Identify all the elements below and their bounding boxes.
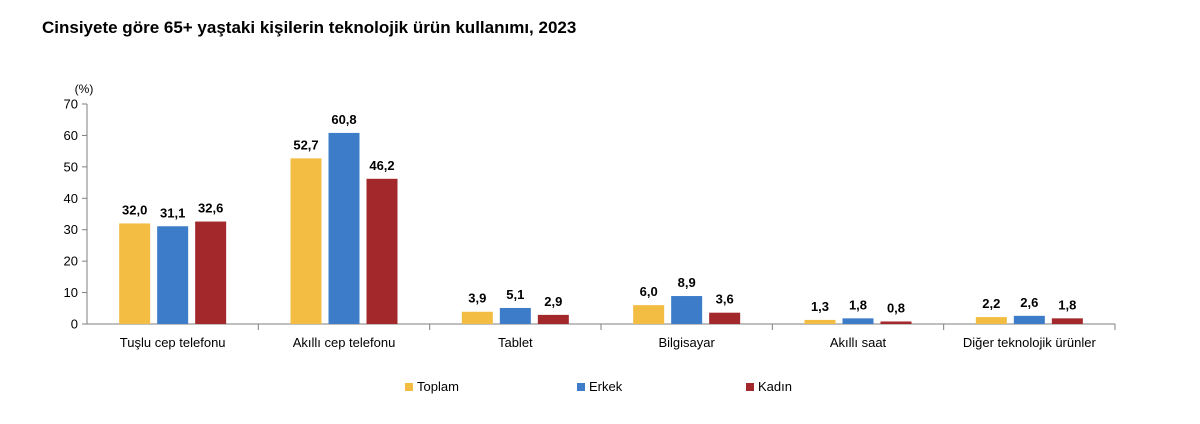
bar-kadın <box>537 314 569 324</box>
data-label: 31,1 <box>160 205 185 220</box>
data-label: 6,0 <box>640 284 658 299</box>
y-tick-label: 0 <box>71 317 78 332</box>
legend-swatch-toplam <box>405 383 413 391</box>
y-tick-label: 50 <box>64 159 78 174</box>
bar-kadın <box>195 221 227 324</box>
bar-toplam <box>119 223 151 324</box>
y-tick-label: 20 <box>64 254 78 269</box>
category-label: Tablet <box>498 335 533 350</box>
y-tick-label: 30 <box>64 222 78 237</box>
bar-erkek <box>671 296 703 324</box>
bar-erkek <box>499 307 531 324</box>
category-label: Diğer teknolojik ürünler <box>963 335 1097 350</box>
legend-label-kadın: Kadın <box>758 379 792 394</box>
y-tick-label: 60 <box>64 128 78 143</box>
category-label: Akıllı saat <box>830 335 887 350</box>
data-label: 2,2 <box>982 296 1000 311</box>
y-tick-label: 70 <box>64 97 78 112</box>
bar-kadın <box>880 321 912 324</box>
bar-erkek <box>842 318 874 324</box>
legend-label-erkek: Erkek <box>589 379 623 394</box>
y-tick-label: 10 <box>64 285 78 300</box>
data-label: 2,9 <box>544 294 562 309</box>
data-label: 1,3 <box>811 299 829 314</box>
bar-toplam <box>804 319 836 324</box>
chart-title: Cinsiyete göre 65+ yaştaki kişilerin tek… <box>42 18 577 37</box>
data-label: 0,8 <box>887 300 905 315</box>
bar-kadın <box>709 312 741 324</box>
category-label: Akıllı cep telefonu <box>293 335 396 350</box>
legend-swatch-erkek <box>577 383 585 391</box>
data-label: 3,6 <box>716 292 734 307</box>
bar-toplam <box>461 311 493 324</box>
bar-kadın <box>1051 318 1083 324</box>
bar-kadın <box>366 178 398 324</box>
legend-label-toplam: Toplam <box>417 379 459 394</box>
bar-erkek <box>1013 315 1045 324</box>
data-label: 1,8 <box>849 297 867 312</box>
data-label: 52,7 <box>293 137 318 152</box>
data-label: 1,8 <box>1058 297 1076 312</box>
data-label: 60,8 <box>331 112 356 127</box>
data-label: 46,2 <box>369 158 394 173</box>
data-label: 2,6 <box>1020 295 1038 310</box>
bar-toplam <box>290 158 322 324</box>
bar-toplam <box>975 317 1007 324</box>
data-label: 32,6 <box>198 201 223 216</box>
bar-toplam <box>633 305 665 324</box>
category-label: Bilgisayar <box>658 335 715 350</box>
data-label: 5,1 <box>506 287 524 302</box>
bar-erkek <box>157 226 189 324</box>
data-label: 32,0 <box>122 202 147 217</box>
y-unit-label: (%) <box>75 82 94 96</box>
category-label: Tuşlu cep telefonu <box>120 335 226 350</box>
bar-erkek <box>328 132 360 324</box>
data-label: 3,9 <box>468 291 486 306</box>
y-tick-label: 40 <box>64 191 78 206</box>
legend-swatch-kadın <box>746 383 754 391</box>
data-label: 8,9 <box>678 275 696 290</box>
